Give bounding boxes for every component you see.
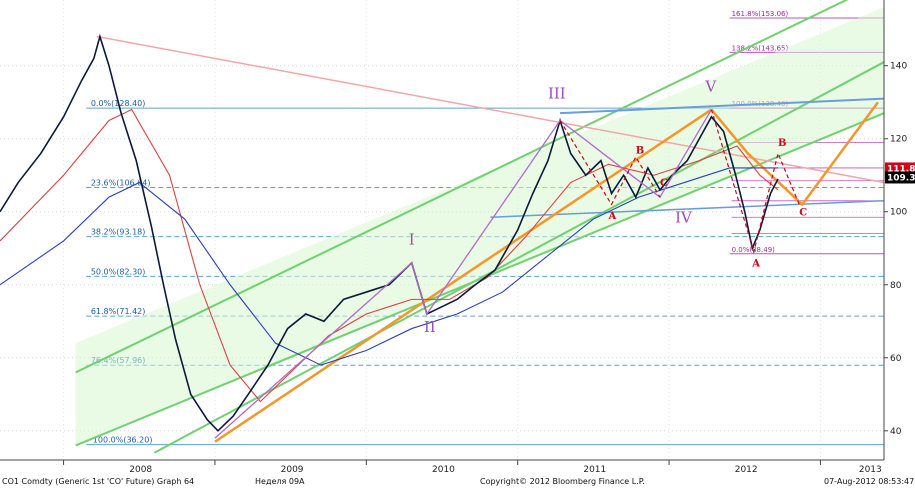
fib-level-label: 23.6%(106.64) [91,179,151,188]
footer-period: Неделя 09A [255,477,305,486]
x-axis: 2008 2009 2010 2011 2012 2013 [0,459,884,475]
price-badge [885,171,915,184]
corrective-path [559,120,661,206]
fib-level-label: 100.0%(36.20) [93,436,153,445]
wave-path [214,109,712,439]
wave-label: II [424,318,436,336]
channel-line [153,61,885,454]
wave-label: V [704,77,717,95]
trend-line [560,97,885,115]
fib-extension-label: 138.2%(143.65) [732,44,789,52]
x-tick-label: 2008 [129,465,152,475]
y-tick-label: 100 [890,208,907,218]
footer-copyright: Copyright© 2012 Bloomberg Finance L.P. [480,477,645,486]
y-tick-label: 40 [890,427,902,437]
fib-extension-label: 161.8%(153.06) [732,10,789,18]
corrective-label: A [608,211,617,222]
y-tick-label: 120 [890,135,907,145]
y-axis: 40 60 80 100 120 140 [883,0,907,460]
footer-security: CO1 Comdty (Generic 1st 'CO' Future) Gra… [2,477,194,486]
footer-timestamp: 07-Aug-2012 08:53:47 [824,477,914,486]
footer: CO1 Comdty (Generic 1st 'CO' Future) Gra… [2,477,914,486]
channel-line [75,0,849,374]
fib-level-label: 61.8%(71.42) [91,307,146,316]
price-badge [885,162,915,175]
wave-label: III [548,85,566,103]
price-badge-label: 109.39 [887,173,915,183]
price-badge-label: 111.86 [887,164,915,174]
x-tick-label: 2012 [735,465,758,475]
fib-level-label: 50.0%(82.30) [91,267,146,276]
trend-channels [75,0,885,454]
wave-label: I [409,231,415,249]
wave-label: IV [675,209,693,227]
corrective-label: C [660,178,668,189]
fib-extension-label: 0.0%(88.49) [732,246,776,254]
trend-line [214,108,713,443]
x-tick-label: 2013 [859,465,882,475]
price-series [0,33,779,432]
x-tick-label: 2010 [432,465,455,475]
y-tick-label: 60 [890,354,902,364]
projection-line [710,101,879,207]
corrective-label: C [799,207,807,218]
corrective-label: A [751,259,760,270]
price-line [0,33,779,432]
y-tick-label: 80 [890,281,902,291]
fib-level-label: 38.2%(93.18) [91,228,146,237]
corrective-path [710,109,800,255]
x-tick-label: 2009 [281,465,304,475]
corrective-label: B [778,138,786,149]
channel-fill [75,7,884,446]
y-tick-label: 140 [890,62,907,72]
corrective-label: B [636,145,644,156]
x-tick-label: 2011 [583,465,606,475]
moving-average-line [0,167,779,366]
price-badges: 111.86109.39 [885,162,915,184]
